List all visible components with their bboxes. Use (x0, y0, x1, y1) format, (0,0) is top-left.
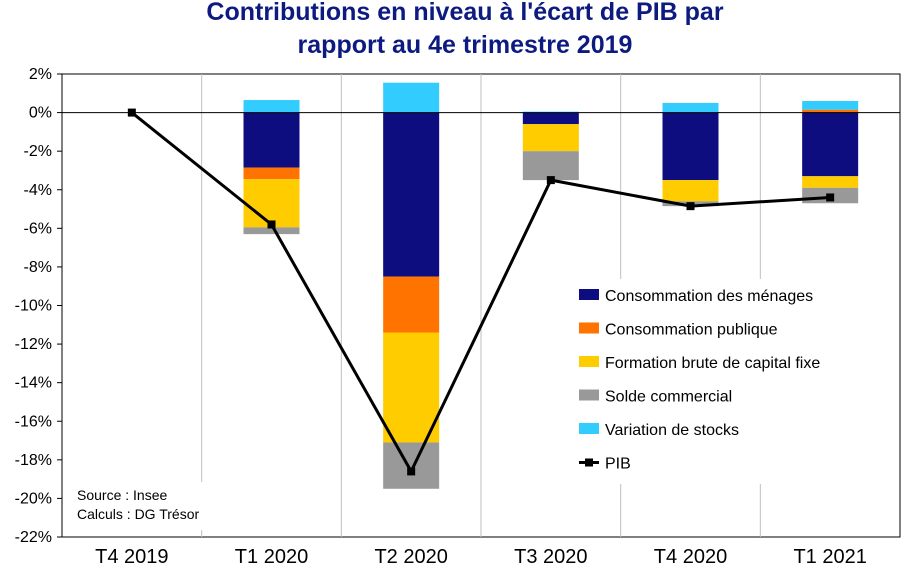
source-note: Calculs : DG Trésor (77, 506, 199, 522)
x-tick-label: T2 2020 (374, 546, 447, 568)
legend-swatch (579, 423, 599, 434)
source-note: Source : Insee (77, 487, 167, 503)
x-tick-label: T1 2020 (235, 546, 308, 568)
y-tick-label: -14% (15, 375, 52, 392)
y-tick-label: -6% (24, 220, 52, 237)
pib-point (686, 202, 695, 211)
legend-swatch (579, 289, 599, 300)
pib-point (826, 193, 835, 202)
bar-segment (522, 124, 579, 152)
bar-segment (522, 151, 579, 181)
bar-segment (802, 101, 859, 110)
x-tick-label: T1 2021 (793, 546, 866, 568)
y-tick-label: -4% (24, 182, 52, 199)
notes-box (70, 482, 240, 530)
bar-segment (802, 176, 859, 188)
y-tick-label: -8% (24, 259, 52, 276)
plot-area: 2% 0% -2% -4% -6% -8% -10% -12% -14% -16% -18% -20%… (15, 66, 901, 568)
legend-swatch (579, 322, 599, 334)
legend-box (549, 279, 869, 484)
pib-point (546, 176, 555, 185)
pib-point (407, 467, 416, 476)
bar-segment (662, 180, 719, 202)
bar-segment (243, 227, 300, 235)
x-tick-label: T4 2020 (654, 546, 727, 568)
bar-segment (383, 276, 440, 333)
legend-label: Consommation des ménages (605, 288, 813, 305)
y-tick-label: -12% (15, 336, 52, 353)
bar-segment (383, 112, 440, 277)
y-tick-label: -22% (15, 529, 52, 546)
bar-segment (662, 102, 719, 113)
bar-segment (802, 109, 859, 113)
bar-segment (662, 112, 719, 181)
legend-label: Variation de stocks (605, 422, 739, 439)
y-tick-label: -20% (15, 490, 52, 507)
legend-swatch (579, 356, 599, 367)
bar-segment (243, 167, 300, 180)
chart-title-line-2: rapport au 4e trimestre 2019 (298, 31, 633, 59)
y-tick-label: 2% (29, 66, 52, 83)
x-tick-label: T3 2020 (514, 546, 587, 568)
bar-segment (383, 332, 440, 443)
legend-line-marker (585, 458, 593, 467)
y-tick-label: 0% (29, 105, 52, 122)
legend-label: PIB (605, 456, 631, 473)
legend-swatch (579, 389, 599, 401)
legend-label: Formation brute de capital fixe (605, 355, 820, 372)
y-tick-label: -18% (15, 452, 52, 469)
y-tick-label: -2% (24, 143, 52, 160)
bar-segment (243, 100, 300, 113)
legend-label: Consommation publique (605, 322, 778, 339)
pib-point (267, 220, 276, 229)
x-tick-label: T4 2019 (95, 546, 168, 568)
bar-segment (802, 112, 859, 177)
bar-segment (243, 179, 300, 228)
pib-point (127, 108, 136, 117)
y-tick-label: -16% (15, 413, 52, 430)
y-tick-label: -10% (15, 298, 52, 315)
bar-segment (522, 112, 579, 125)
pib-line (130, 111, 831, 475)
bar-segment (383, 82, 440, 113)
bar-segment (383, 442, 440, 489)
legend-label: Solde commercial (605, 389, 732, 406)
bar-segment (243, 112, 300, 168)
chart-title-line-1: Contributions en niveau à l'écart de PIB… (206, 0, 723, 26)
